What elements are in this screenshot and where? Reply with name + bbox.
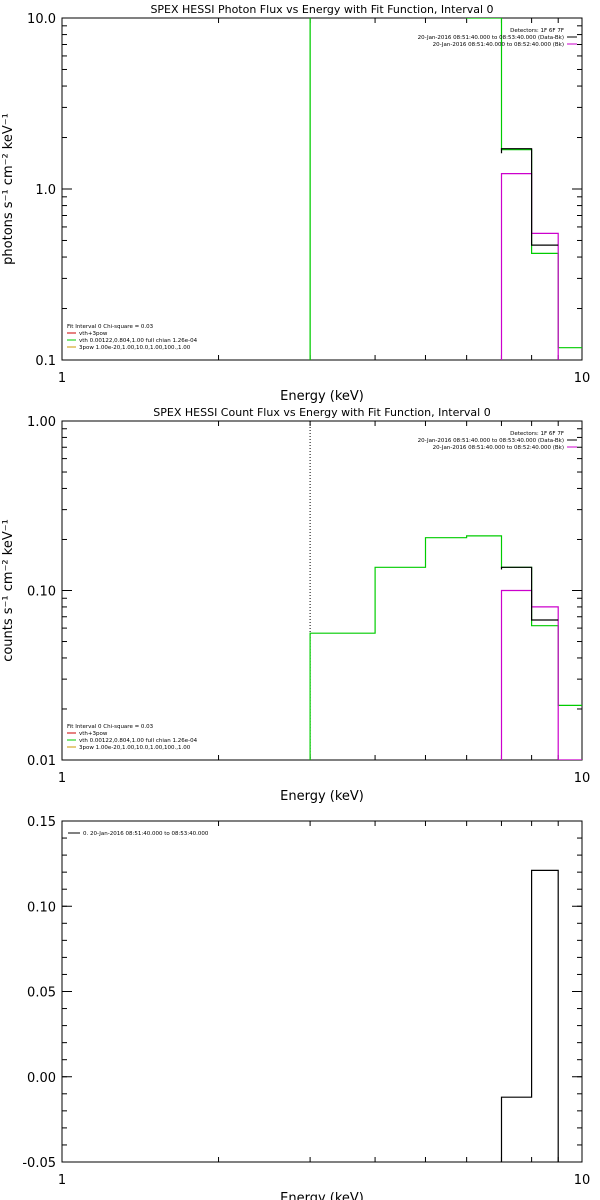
x-tick-label: 10: [574, 771, 591, 786]
x-tick-label: 1: [58, 371, 66, 386]
y-tick-label: 0.1: [35, 354, 56, 369]
y-tick-label: -0.05: [22, 1156, 56, 1171]
legend-top-text: Detectors: 1F 6F 7F: [510, 431, 564, 437]
legend-bottom-text: Fit Interval 0 Chi-square = 0.03: [67, 324, 154, 330]
legend-text: 0. 20-Jan-2016 08:51:40.000 to 08:53:40.…: [83, 831, 209, 837]
legend-bottom-text: vth 0.00122,0.804,1.00 full chian 1.26e-…: [79, 738, 198, 744]
series-line: [500, 589, 582, 760]
y-tick-label: 0.15: [27, 815, 56, 830]
y-tick-label: 10.0: [27, 12, 56, 27]
legend-top-text: 20-Jan-2016 08:51:40.000 to 08:52:40.000…: [433, 42, 564, 48]
x-tick-label: 10: [574, 1173, 591, 1188]
x-axis-label: Energy (keV): [280, 789, 364, 804]
series-line: [500, 148, 559, 246]
x-axis-label: Energy (keV): [280, 1191, 364, 1200]
y-tick-label: 0.10: [27, 585, 56, 600]
series-line: [309, 18, 582, 360]
y-tick-label: 1.00: [27, 415, 56, 430]
series-line: [500, 173, 559, 360]
legend-top-text: 20-Jan-2016 08:51:40.000 to 08:52:40.000…: [433, 445, 564, 451]
legend-bottom-text: 3pow 1.00e-20,1.00,10.0,1.00,100.,1.00: [79, 745, 191, 751]
y-axis-label: photons s⁻¹ cm⁻² keV⁻¹: [1, 113, 16, 265]
legend-bottom-text: vth+3pow: [79, 731, 108, 737]
legend-top-text: 20-Jan-2016 08:51:40.000 to 08:53:40.000…: [418, 35, 564, 41]
legend-bottom-text: 3pow 1.00e-20,1.00,10.0,1.00,100.,1.00: [79, 345, 191, 351]
y-axis-label: counts s⁻¹ cm⁻² keV⁻¹: [1, 519, 16, 662]
x-axis-label: Energy (keV): [280, 389, 364, 404]
y-tick-label: 0.10: [27, 900, 56, 915]
x-tick-label: 10: [574, 371, 591, 386]
series-line: [309, 535, 582, 760]
legend-bottom-text: vth 0.00122,0.804,1.00 full chian 1.26e-…: [79, 338, 198, 344]
plot-frame: [61, 17, 583, 361]
legend-top-text: Detectors: 1F 6F 7F: [510, 28, 564, 34]
y-tick-label: 0.01: [27, 754, 56, 769]
legend-bottom-text: Fit Interval 0 Chi-square = 0.03: [67, 724, 154, 730]
series-line: [500, 566, 559, 621]
x-tick-label: 1: [58, 771, 66, 786]
chart-title: SPEX HESSI Count Flux vs Energy with Fit…: [153, 406, 490, 419]
series-line: [500, 869, 559, 1162]
legend-bottom-text: vth+3pow: [79, 331, 108, 337]
plot-frame: [61, 820, 583, 1163]
y-tick-label: 1.0: [35, 183, 56, 198]
y-tick-label: 0.00: [27, 1071, 56, 1086]
x-tick-label: 1: [58, 1173, 66, 1188]
y-tick-label: 0.05: [27, 986, 56, 1001]
legend-top-text: 20-Jan-2016 08:51:40.000 to 08:53:40.000…: [418, 438, 564, 444]
chart-title: SPEX HESSI Photon Flux vs Energy with Fi…: [150, 3, 493, 16]
